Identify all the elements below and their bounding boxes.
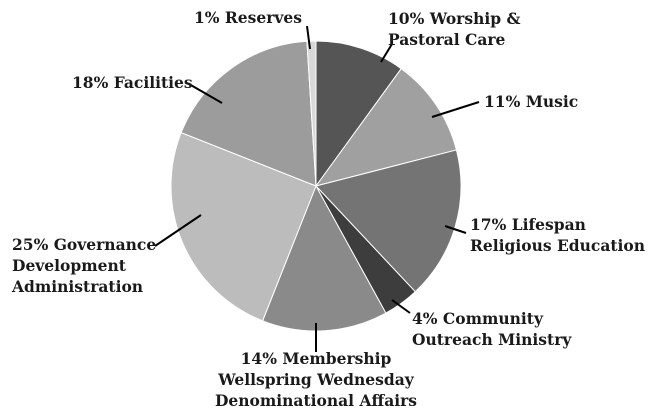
slice-label-line: 14% Membership — [241, 349, 392, 368]
pie-slice-7 — [306, 40, 317, 187]
slice-label-4: 14% Membership Wellspring Wednesday Denomi… — [215, 349, 417, 410]
leader-line-3 — [391, 299, 411, 314]
pie-slice-1 — [314, 67, 458, 187]
slice-label-line: Pastoral Care — [388, 30, 506, 49]
leader-lines — [154, 25, 480, 352]
leader-line-1 — [431, 101, 480, 118]
slice-label-line: 25% Governance — [12, 235, 156, 254]
slice-label-line: 4% Community — [412, 309, 544, 328]
slice-label-line: Religious Education — [470, 236, 645, 255]
leader-line-2 — [444, 225, 467, 234]
slice-label-1: 11% Music — [484, 92, 578, 111]
slice-label-line: Outreach Ministry — [412, 330, 572, 349]
pie-slice-0 — [315, 40, 402, 188]
slice-label-7: 1% Reserves — [194, 8, 302, 27]
slice-label-line: 17% Lifespan — [470, 215, 586, 234]
slice-label-2: 17% Lifespan Religious Education — [470, 215, 645, 255]
slice-label-6: 18% Facilities — [72, 73, 193, 92]
slice-label-0: 10% Worship & Pastoral Care — [388, 9, 520, 49]
slice-labels: 10% Worship & Pastoral Care 11% Music 17% L… — [11, 8, 645, 410]
slice-label-line: 1% Reserves — [194, 8, 302, 27]
slice-label-line: 18% Facilities — [72, 73, 193, 92]
slice-label-line: Administration — [11, 277, 143, 296]
pie-slice-6 — [180, 40, 317, 187]
leader-line-5 — [154, 214, 202, 247]
slice-label-line: Wellspring Wednesday — [217, 370, 414, 389]
leader-line-6 — [188, 83, 223, 104]
pie-slice-5 — [170, 131, 317, 322]
leader-line-0 — [380, 43, 393, 63]
pie-slice-2 — [315, 149, 462, 293]
slice-label-3: 4% Community Outreach Ministry — [412, 309, 572, 349]
pie-slice-4 — [261, 184, 387, 332]
slice-label-line: 10% Worship & — [388, 9, 520, 28]
leader-line-7 — [306, 25, 311, 50]
slice-label-line: 11% Music — [484, 92, 578, 111]
slice-label-line: Denominational Affairs — [215, 391, 417, 410]
slice-label-5: 25% Governance Development Administration — [11, 235, 156, 296]
pie-slices — [170, 40, 462, 332]
slice-label-line: Development — [12, 256, 127, 275]
